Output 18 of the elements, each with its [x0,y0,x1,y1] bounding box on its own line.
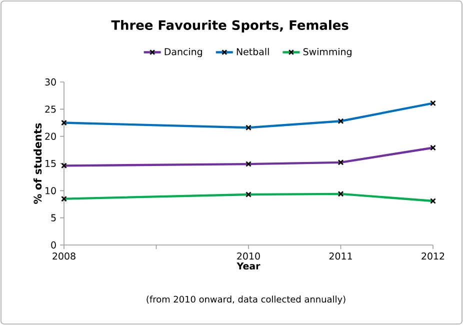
legend-label: Netball [236,48,269,56]
y-tick-label: 25 [45,106,56,113]
y-tick-label: 5 [51,214,56,222]
y-tick-label: 10 [46,187,56,194]
text: (from 2010 onward, data collected annually) [146,296,346,304]
y-axis-title: % of students [34,123,42,204]
chart-title: Three Favourite Sports, Females [111,20,348,32]
y-tick-label: 20 [45,132,56,140]
y-tick-label: 0 [51,241,56,249]
y-tick-label: 15 [46,160,56,168]
legend-label: Dancing [164,48,202,58]
y-tick-label: 30 [45,78,56,86]
x-tick-label: 2012 [422,252,444,260]
x-tick-label: 2008 [52,252,76,260]
x-axis-title: Year [236,262,260,270]
x-tick-label: 2010 [237,252,260,260]
legend-label: Swimming [303,48,352,58]
x-tick-label: 2011 [329,252,352,260]
